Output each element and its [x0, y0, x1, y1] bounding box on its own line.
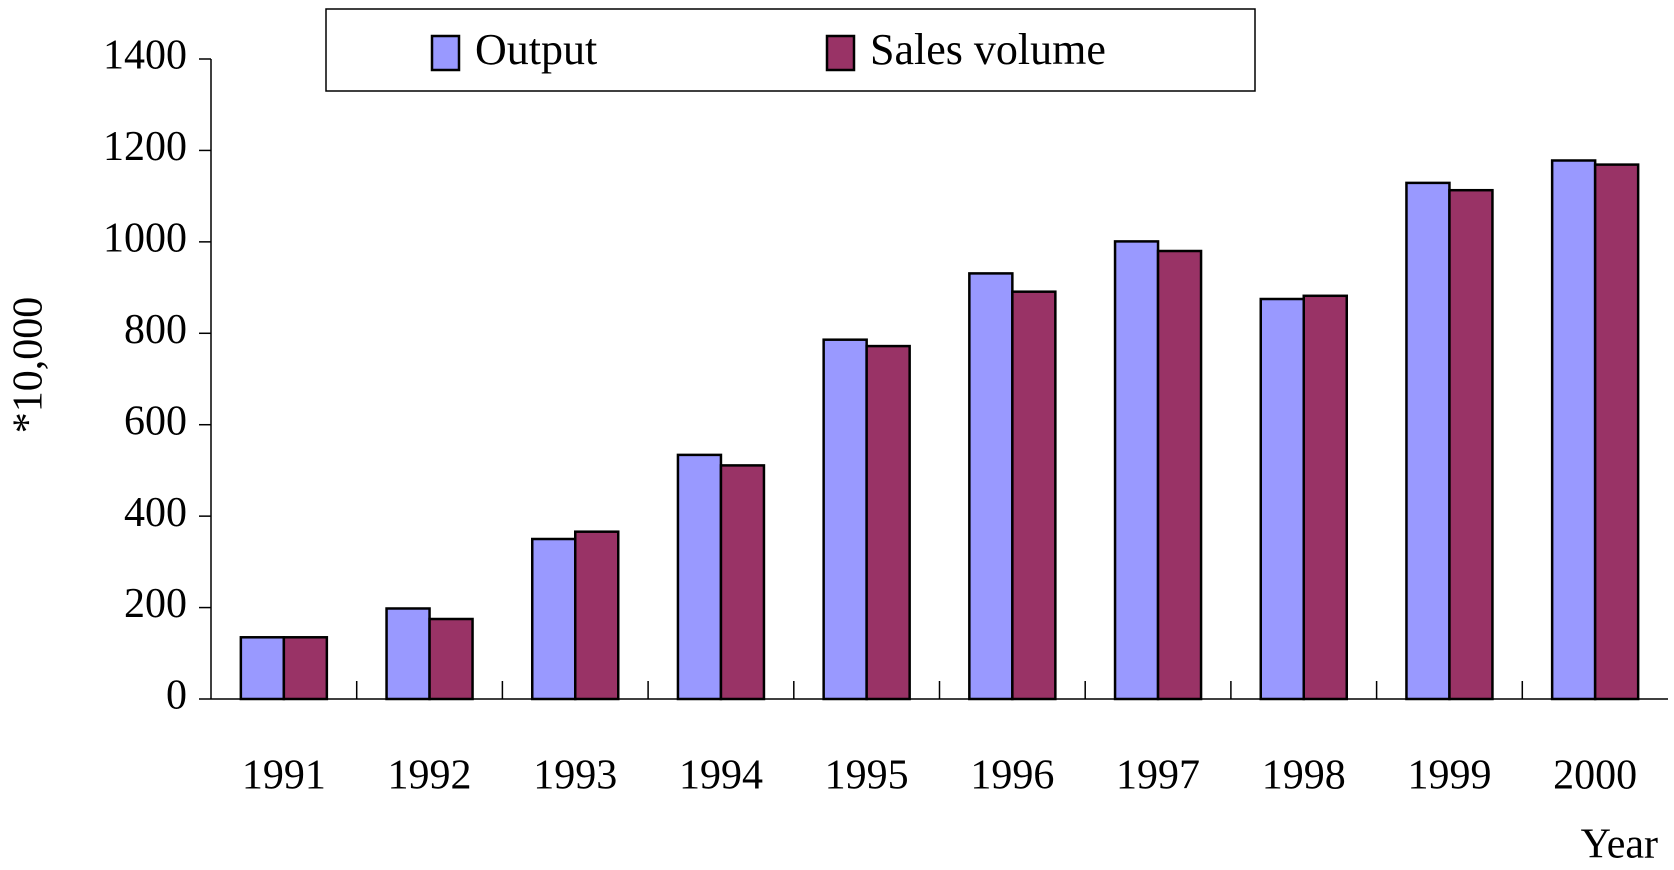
x-tick-label: 1993 [533, 753, 617, 799]
bar [822, 338, 868, 701]
x-tick-label: 1991 [242, 753, 326, 799]
y-tick-label: 1200 [103, 124, 187, 170]
x-tick-label: 1996 [970, 753, 1054, 799]
bar [282, 636, 329, 701]
x-tick-label: 1998 [1262, 753, 1346, 799]
bar [1593, 163, 1640, 701]
y-tick-label: 400 [124, 490, 187, 536]
bar [574, 530, 620, 701]
y-tick-label: 1000 [103, 215, 187, 261]
bar [968, 272, 1014, 701]
bar [1259, 297, 1305, 701]
x-tick-label: 1994 [679, 753, 763, 799]
bar [676, 453, 723, 701]
y-tick-label: 200 [124, 581, 187, 627]
bar [1011, 290, 1057, 701]
x-tick-label: 1997 [1116, 753, 1200, 799]
bar [1156, 249, 1203, 701]
bar [865, 344, 911, 701]
y-tick-label: 800 [124, 307, 187, 353]
y-tick-label: 0 [166, 673, 187, 719]
legend-swatch [825, 34, 856, 72]
bar [428, 617, 474, 701]
bar [385, 607, 431, 701]
legend-box [325, 8, 1256, 92]
legend-swatch [430, 34, 461, 72]
x-tick-label: 1999 [1407, 753, 1491, 799]
x-tick-label: 1992 [388, 753, 472, 799]
bar [1550, 159, 1597, 701]
legend-label: Sales volume [870, 25, 1106, 74]
bar [239, 636, 286, 701]
bar [1302, 294, 1348, 701]
y-tick-label: 1400 [103, 33, 187, 79]
x-axis-label: Year [1581, 822, 1658, 868]
x-tick-label: 2000 [1553, 753, 1637, 799]
bar [531, 537, 577, 701]
bar [1113, 240, 1160, 701]
y-tick-label: 600 [124, 398, 187, 444]
bar [1405, 181, 1451, 701]
bar [719, 464, 766, 701]
y-axis-label: *10,000 [6, 297, 52, 434]
bar [1448, 188, 1494, 701]
x-tick-label: 1995 [825, 753, 909, 799]
legend-label: Output [475, 25, 597, 74]
